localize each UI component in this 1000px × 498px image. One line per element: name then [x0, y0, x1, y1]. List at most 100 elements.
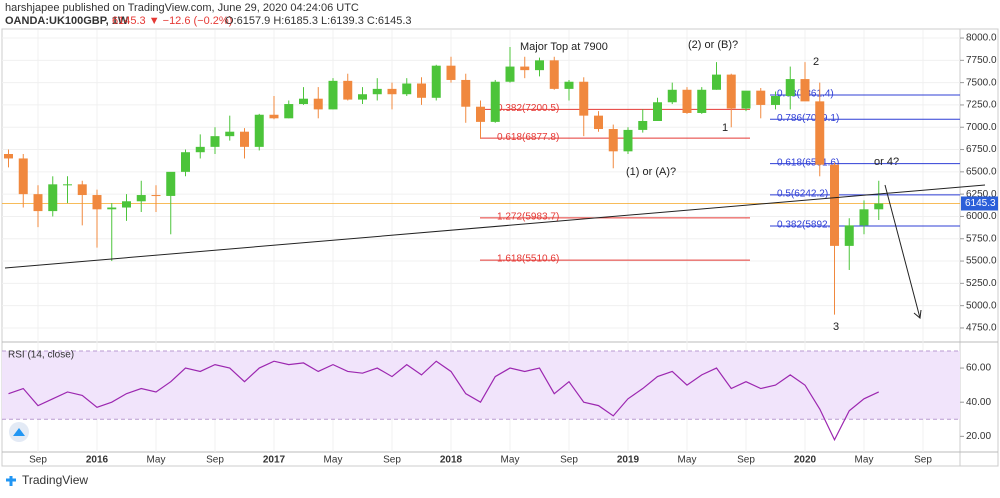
fib-label: 1.618(5510.6): [497, 254, 559, 265]
x-tick-label: May: [678, 455, 697, 466]
candle-body: [594, 115, 603, 130]
x-tick-label: 2016: [86, 455, 109, 466]
candle-body: [726, 74, 736, 109]
candle-body: [490, 81, 500, 122]
candle-body: [505, 66, 515, 82]
ohlc: O:6157.9 H:6185.3 L:6139.3 C:6145.3: [225, 15, 412, 27]
candle-body: [667, 89, 677, 103]
candle-body: [682, 89, 692, 113]
quote: 6145.3 ▼ −12.6 (−0.2%): [112, 15, 232, 27]
candle-body: [151, 195, 161, 197]
candle-body: [579, 81, 589, 116]
candle-body: [417, 83, 426, 98]
candle-body: [343, 80, 353, 100]
last-price-label: 6145.3: [965, 198, 996, 209]
candle-body: [136, 195, 146, 202]
x-tick-label: May: [324, 455, 343, 466]
candle-body: [284, 104, 294, 119]
x-tick-label: Sep: [560, 455, 578, 466]
y-tick-label: 7500.0: [966, 77, 997, 88]
candle-body: [623, 129, 633, 152]
candle-body: [122, 201, 131, 208]
annotation: Major Top at 7900: [520, 41, 608, 53]
candle-body: [269, 114, 279, 119]
rsi-y-tick-label: 60.00: [966, 363, 991, 374]
fib-label: 1.272(5983.7): [497, 212, 559, 223]
candle-body: [240, 131, 249, 147]
candle-body: [48, 184, 58, 212]
fib-label: 0.382(5892.7): [777, 220, 839, 231]
candle-body: [564, 81, 574, 89]
annotation: or 4?: [874, 156, 899, 168]
y-tick-label: 7750.0: [966, 55, 997, 66]
y-tick-label: 7000.0: [966, 122, 997, 133]
y-tick-label: 6500.0: [966, 166, 997, 177]
candle-body: [446, 65, 456, 80]
x-tick-label: 2017: [263, 455, 286, 466]
y-tick-label: 7250.0: [966, 100, 997, 111]
rsi-line: [8, 360, 880, 442]
x-tick-label: 2019: [617, 455, 640, 466]
candle-body: [166, 171, 176, 196]
candle-body: [844, 225, 854, 246]
x-tick-label: Sep: [737, 455, 755, 466]
annotation: 3: [833, 321, 839, 333]
fib-label: 0.618(6591.6): [777, 157, 839, 168]
candle-body: [771, 96, 780, 105]
y-tick-label: 5000.0: [966, 300, 997, 311]
candle-body: [756, 90, 766, 105]
candle-body: [830, 164, 839, 246]
fib-label: 0.786(7089.1): [777, 113, 839, 124]
candle-body: [225, 131, 235, 137]
y-tick-label: 6750.0: [966, 144, 997, 155]
candle-body: [461, 79, 471, 107]
last-price-tag: [961, 196, 998, 211]
candle-body: [712, 74, 721, 90]
x-tick-label: 2020: [794, 455, 817, 466]
candle-body: [859, 209, 869, 226]
candle-body: [638, 120, 648, 130]
annotation: 1: [722, 122, 728, 134]
candle-body: [372, 88, 382, 95]
candle-body: [476, 106, 485, 122]
candle-body: [549, 60, 559, 89]
x-tick-label: May: [855, 455, 874, 466]
x-tick-label: May: [501, 455, 520, 466]
candle-body: [358, 94, 367, 100]
candle-body: [33, 194, 43, 212]
candle-body: [181, 152, 190, 172]
candle-body: [210, 136, 220, 147]
x-tick-label: Sep: [206, 455, 224, 466]
y-tick-label: 6250.0: [966, 189, 997, 200]
candle-body: [653, 102, 662, 121]
candle-body: [874, 203, 884, 210]
rsi-y-tick-label: 40.00: [966, 397, 991, 408]
y-tick-label: 5500.0: [966, 256, 997, 267]
x-tick-label: May: [147, 455, 166, 466]
candle-body: [431, 65, 441, 98]
brand: TradingView: [22, 473, 88, 487]
annotation: (2) or (B)?: [688, 39, 738, 51]
candle-body: [254, 114, 264, 147]
y-tick-label: 4750.0: [966, 323, 997, 334]
candle-body: [299, 98, 308, 105]
annotation: 2: [813, 56, 819, 68]
candle-body: [535, 60, 544, 71]
candle-body: [4, 154, 13, 159]
x-tick-label: Sep: [383, 455, 401, 466]
brand-icon: [6, 476, 16, 486]
candle-body: [741, 90, 751, 109]
logo-icon: [13, 428, 25, 436]
x-tick-label: 2018: [440, 455, 463, 466]
y-tick-label: 5250.0: [966, 278, 997, 289]
panel-border: [1, 28, 999, 467]
fib-label: 0.5(6242.2): [777, 188, 828, 199]
candle-body: [63, 184, 72, 186]
x-tick-label: Sep: [914, 455, 932, 466]
fib-label: 0.382(7200.5): [497, 103, 559, 114]
candle-body: [800, 79, 810, 102]
arrow-head: [913, 309, 922, 319]
y-tick-label: 6000.0: [966, 211, 997, 222]
symbol: OANDA:UK100GBP, 1W: [5, 15, 129, 27]
